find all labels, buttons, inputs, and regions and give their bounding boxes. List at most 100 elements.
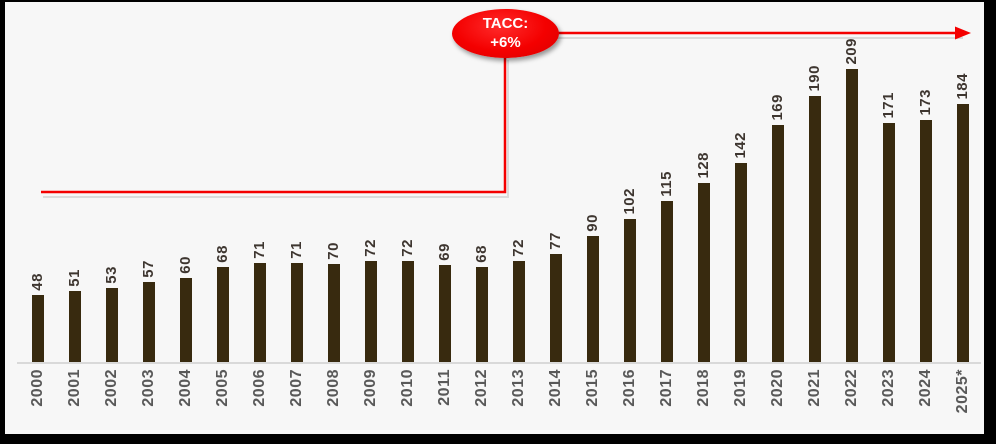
- bar: [216, 267, 229, 362]
- bar: [697, 183, 710, 362]
- cagr-label-line1: TACC:: [482, 14, 529, 32]
- x-axis-tick-label: 2003: [139, 369, 157, 407]
- bar-column: 171: [870, 2, 907, 362]
- bar-column: 72: [389, 2, 426, 362]
- bar: [549, 254, 562, 362]
- x-axis-tick-label: 2011: [435, 369, 453, 406]
- x-axis-line: [17, 362, 981, 364]
- cagr-callout: TACC: +6%: [452, 9, 559, 58]
- bar: [142, 282, 155, 362]
- x-axis-tick: 2023: [870, 369, 907, 407]
- bar-column: 72: [352, 2, 389, 362]
- bar-value-label: 90: [584, 214, 601, 232]
- bar-column: 69: [426, 2, 463, 362]
- x-axis-tick-label: 2013: [509, 369, 527, 407]
- bar: [401, 261, 414, 362]
- bar-value-label: 171: [880, 92, 897, 119]
- bar-column: 128: [685, 2, 722, 362]
- bar: [919, 120, 932, 362]
- bar-value-label: 209: [843, 38, 860, 65]
- x-axis-tick: 2017: [648, 369, 685, 407]
- bar: [771, 125, 784, 362]
- bar-value-label: 68: [214, 245, 231, 263]
- x-axis-tick: 2002: [93, 369, 130, 407]
- x-axis-tick-label: 2006: [250, 369, 268, 407]
- bar: [179, 278, 192, 362]
- x-axis-tick: 2014: [537, 369, 574, 407]
- bar-column: 102: [611, 2, 648, 362]
- bar-column: 71: [241, 2, 278, 362]
- bar-value-label: 142: [732, 132, 749, 159]
- x-axis-tick-label: 2017: [657, 369, 675, 407]
- x-axis-tick: 2011: [426, 369, 463, 406]
- x-axis-tick-label: 2005: [213, 369, 231, 407]
- bar-column: 68: [463, 2, 500, 362]
- bar-value-label: 72: [362, 239, 379, 257]
- bar-value-label: 184: [954, 73, 971, 100]
- bar-value-label: 71: [251, 241, 268, 259]
- bar-value-label: 71: [288, 241, 305, 259]
- bar-column: 72: [500, 2, 537, 362]
- x-axis-tick-label: 2014: [546, 369, 564, 407]
- bar-value-label: 48: [29, 273, 46, 291]
- x-axis-tick-label: 2025*: [953, 369, 971, 414]
- bar-value-label: 72: [399, 239, 416, 257]
- x-axis-tick-label: 2023: [879, 369, 897, 407]
- bar-column: 57: [130, 2, 167, 362]
- bar-value-label: 128: [695, 152, 712, 179]
- bar: [623, 219, 636, 362]
- bar: [475, 267, 488, 362]
- x-axis-labels: 2000 2001 2002 2003 2004 2005 2006 2007 2008 2009…: [19, 369, 981, 433]
- bar: [327, 264, 340, 362]
- bar: [290, 263, 303, 362]
- x-axis-tick: 2006: [241, 369, 278, 407]
- x-axis-tick: 2022: [833, 369, 870, 407]
- x-axis-tick: 2025*: [944, 369, 981, 413]
- bar-column: 68: [204, 2, 241, 362]
- bar-column: 169: [759, 2, 796, 362]
- x-axis-tick-label: 2022: [842, 369, 860, 407]
- x-axis-tick-label: 2020: [768, 369, 786, 407]
- x-axis-tick-label: 2019: [731, 369, 749, 407]
- bar: [586, 236, 599, 362]
- bar-value-label: 190: [806, 65, 823, 92]
- bar-value-label: 72: [510, 239, 527, 257]
- x-axis-tick: 2024: [907, 369, 944, 407]
- bar-value-label: 169: [769, 94, 786, 121]
- x-axis-tick: 2016: [611, 369, 648, 407]
- x-axis-tick: 2020: [759, 369, 796, 407]
- x-axis-tick: 2005: [204, 369, 241, 407]
- bar: [660, 201, 673, 362]
- x-axis-tick: 2003: [130, 369, 167, 407]
- bar-value-label: 53: [103, 266, 120, 284]
- x-axis-tick-label: 2015: [583, 369, 601, 407]
- x-axis-tick: 2019: [722, 369, 759, 407]
- bar-column: 51: [56, 2, 93, 362]
- x-axis-tick: 2007: [278, 369, 315, 407]
- x-axis-tick: 2012: [463, 369, 500, 407]
- bar-column: 142: [722, 2, 759, 362]
- bar-value-label: 115: [658, 171, 675, 197]
- x-axis-tick-label: 2009: [361, 369, 379, 407]
- x-axis-tick: 2015: [574, 369, 611, 407]
- x-axis-tick-label: 2024: [916, 369, 934, 407]
- bar: [68, 291, 81, 362]
- x-axis-tick-label: 2018: [694, 369, 712, 407]
- x-axis-tick: 2008: [315, 369, 352, 407]
- x-axis-tick-label: 2010: [398, 369, 416, 407]
- bar: [808, 96, 821, 362]
- x-axis-tick-label: 2021: [805, 369, 823, 407]
- bar: [882, 123, 895, 362]
- bar-column: 184: [944, 2, 981, 362]
- bar-column: 53: [93, 2, 130, 362]
- bar-value-label: 173: [917, 89, 934, 116]
- x-axis-tick-label: 2002: [102, 369, 120, 407]
- bar-column: 115: [648, 2, 685, 362]
- x-axis-tick: 2000: [19, 369, 56, 407]
- bar: [438, 265, 451, 362]
- chart-canvas: 48 51 53 57 60 68 71 71 70 72 72 69 68 72 77 90 102 115 12…: [5, 2, 984, 434]
- bar-column: 71: [278, 2, 315, 362]
- bar-value-label: 51: [66, 269, 83, 287]
- x-axis-tick: 2010: [389, 369, 426, 407]
- bar-column: 173: [907, 2, 944, 362]
